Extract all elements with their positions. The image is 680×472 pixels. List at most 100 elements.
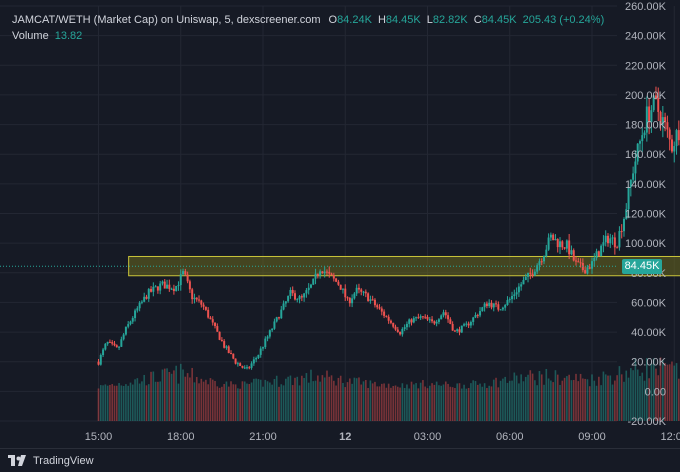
candle-body xyxy=(570,250,572,254)
candle-body xyxy=(107,342,109,344)
candle-body xyxy=(257,355,259,358)
volume-bar xyxy=(383,383,385,421)
volume-bar xyxy=(436,382,438,421)
volume-bar xyxy=(673,366,675,421)
volume-bar xyxy=(237,388,239,421)
volume-bar xyxy=(463,385,465,421)
x-tick-label: 09:00 xyxy=(578,431,606,443)
y-tick-label: 60.00K xyxy=(631,297,667,309)
candle-body xyxy=(429,319,431,320)
candle-body xyxy=(442,312,444,315)
candle-body xyxy=(120,339,122,347)
volume-bar xyxy=(159,381,161,421)
volume-bar xyxy=(328,377,330,421)
volume-bar xyxy=(593,381,595,421)
volume-bar xyxy=(315,381,317,421)
volume-bar xyxy=(230,381,232,421)
x-tick-label: 03:00 xyxy=(414,431,442,443)
volume-bar xyxy=(493,380,495,421)
candle-body xyxy=(479,311,481,315)
volume-bar xyxy=(520,374,522,421)
y-tick-label: 260.00K xyxy=(625,1,667,13)
volume-bar xyxy=(402,383,404,421)
volume-bar xyxy=(621,374,623,421)
x-tick-label: 12:00 xyxy=(660,431,680,443)
candle-body xyxy=(280,310,282,319)
volume-bar xyxy=(287,377,289,421)
candle-body xyxy=(271,329,273,330)
volume-bar xyxy=(577,381,579,421)
x-axis[interactable]: 15:0018:0021:001203:0006:0009:0012:0015:… xyxy=(85,431,680,443)
volume-bar xyxy=(244,381,246,421)
volume-bar xyxy=(116,386,118,421)
volume-bar xyxy=(386,388,388,421)
volume-bar xyxy=(612,385,614,421)
volume-bar xyxy=(132,385,134,421)
candle-body xyxy=(614,237,616,247)
candle-body xyxy=(671,139,673,151)
volume-bar xyxy=(568,375,570,421)
volume-label[interactable]: Volume xyxy=(12,28,49,44)
volume-bar xyxy=(418,388,420,421)
candle-body xyxy=(175,286,177,291)
volume-bar xyxy=(196,377,198,421)
candle-body xyxy=(189,281,191,289)
volume-bar xyxy=(319,382,321,421)
candle-body xyxy=(474,315,476,317)
candle-body xyxy=(278,317,280,318)
volume-bar xyxy=(479,384,481,421)
candle-body xyxy=(219,332,221,340)
candle-body xyxy=(502,308,504,310)
candle-body xyxy=(365,292,367,294)
volume-bar xyxy=(130,383,132,421)
candle-body xyxy=(129,322,131,324)
candle-body xyxy=(621,231,623,232)
candle-body xyxy=(221,340,223,341)
candle-body xyxy=(470,322,472,325)
volume-bar xyxy=(201,379,203,421)
brand-name: TradingView xyxy=(33,455,94,467)
y-tick-label: 140.00K xyxy=(625,179,667,191)
volume-bar xyxy=(557,375,559,421)
volume-bar xyxy=(185,377,187,421)
candle-body xyxy=(246,367,248,368)
candle-body xyxy=(436,322,438,324)
candle-body xyxy=(102,349,104,355)
candle-body xyxy=(292,290,294,293)
candle-body xyxy=(358,288,360,290)
volume-bar xyxy=(139,384,141,421)
volume-bar xyxy=(109,385,111,421)
volume-bar xyxy=(550,381,552,421)
candle-body xyxy=(433,321,435,323)
price-chart[interactable]: 260.00K240.00K220.00K200.00K180.00K160.0… xyxy=(0,0,680,448)
candle-body xyxy=(235,359,237,364)
volume-bar xyxy=(470,383,472,421)
volume-bar xyxy=(413,384,415,421)
candle-body xyxy=(255,358,257,359)
candle-body xyxy=(506,300,508,305)
candle-body xyxy=(177,285,179,286)
candle-body xyxy=(445,312,447,315)
volume-bar xyxy=(605,374,607,421)
y-axis[interactable]: 260.00K240.00K220.00K200.00K180.00K160.0… xyxy=(625,1,667,428)
candle-body xyxy=(340,285,342,290)
volume-bar xyxy=(603,372,605,421)
tradingview-brand[interactable]: TradingView xyxy=(8,455,94,467)
volume-bar xyxy=(166,368,168,421)
volume-bar xyxy=(509,381,511,421)
candle-body xyxy=(321,271,323,273)
candle-body xyxy=(388,317,390,321)
volume-bar xyxy=(518,383,520,421)
candle-body xyxy=(383,312,385,316)
symbol-title[interactable]: JAMCAT/WETH (Market Cap) on Uniswap, 5, … xyxy=(12,12,321,28)
candle-body xyxy=(372,299,374,300)
candle-body xyxy=(543,256,545,261)
candle-body xyxy=(305,290,307,293)
candle-body xyxy=(267,337,269,339)
volume-bar xyxy=(171,374,173,421)
volume-bar xyxy=(217,386,219,421)
candle-body xyxy=(438,319,440,322)
candle-body xyxy=(399,332,401,334)
candle-body xyxy=(207,310,209,318)
candle-body xyxy=(262,347,264,348)
